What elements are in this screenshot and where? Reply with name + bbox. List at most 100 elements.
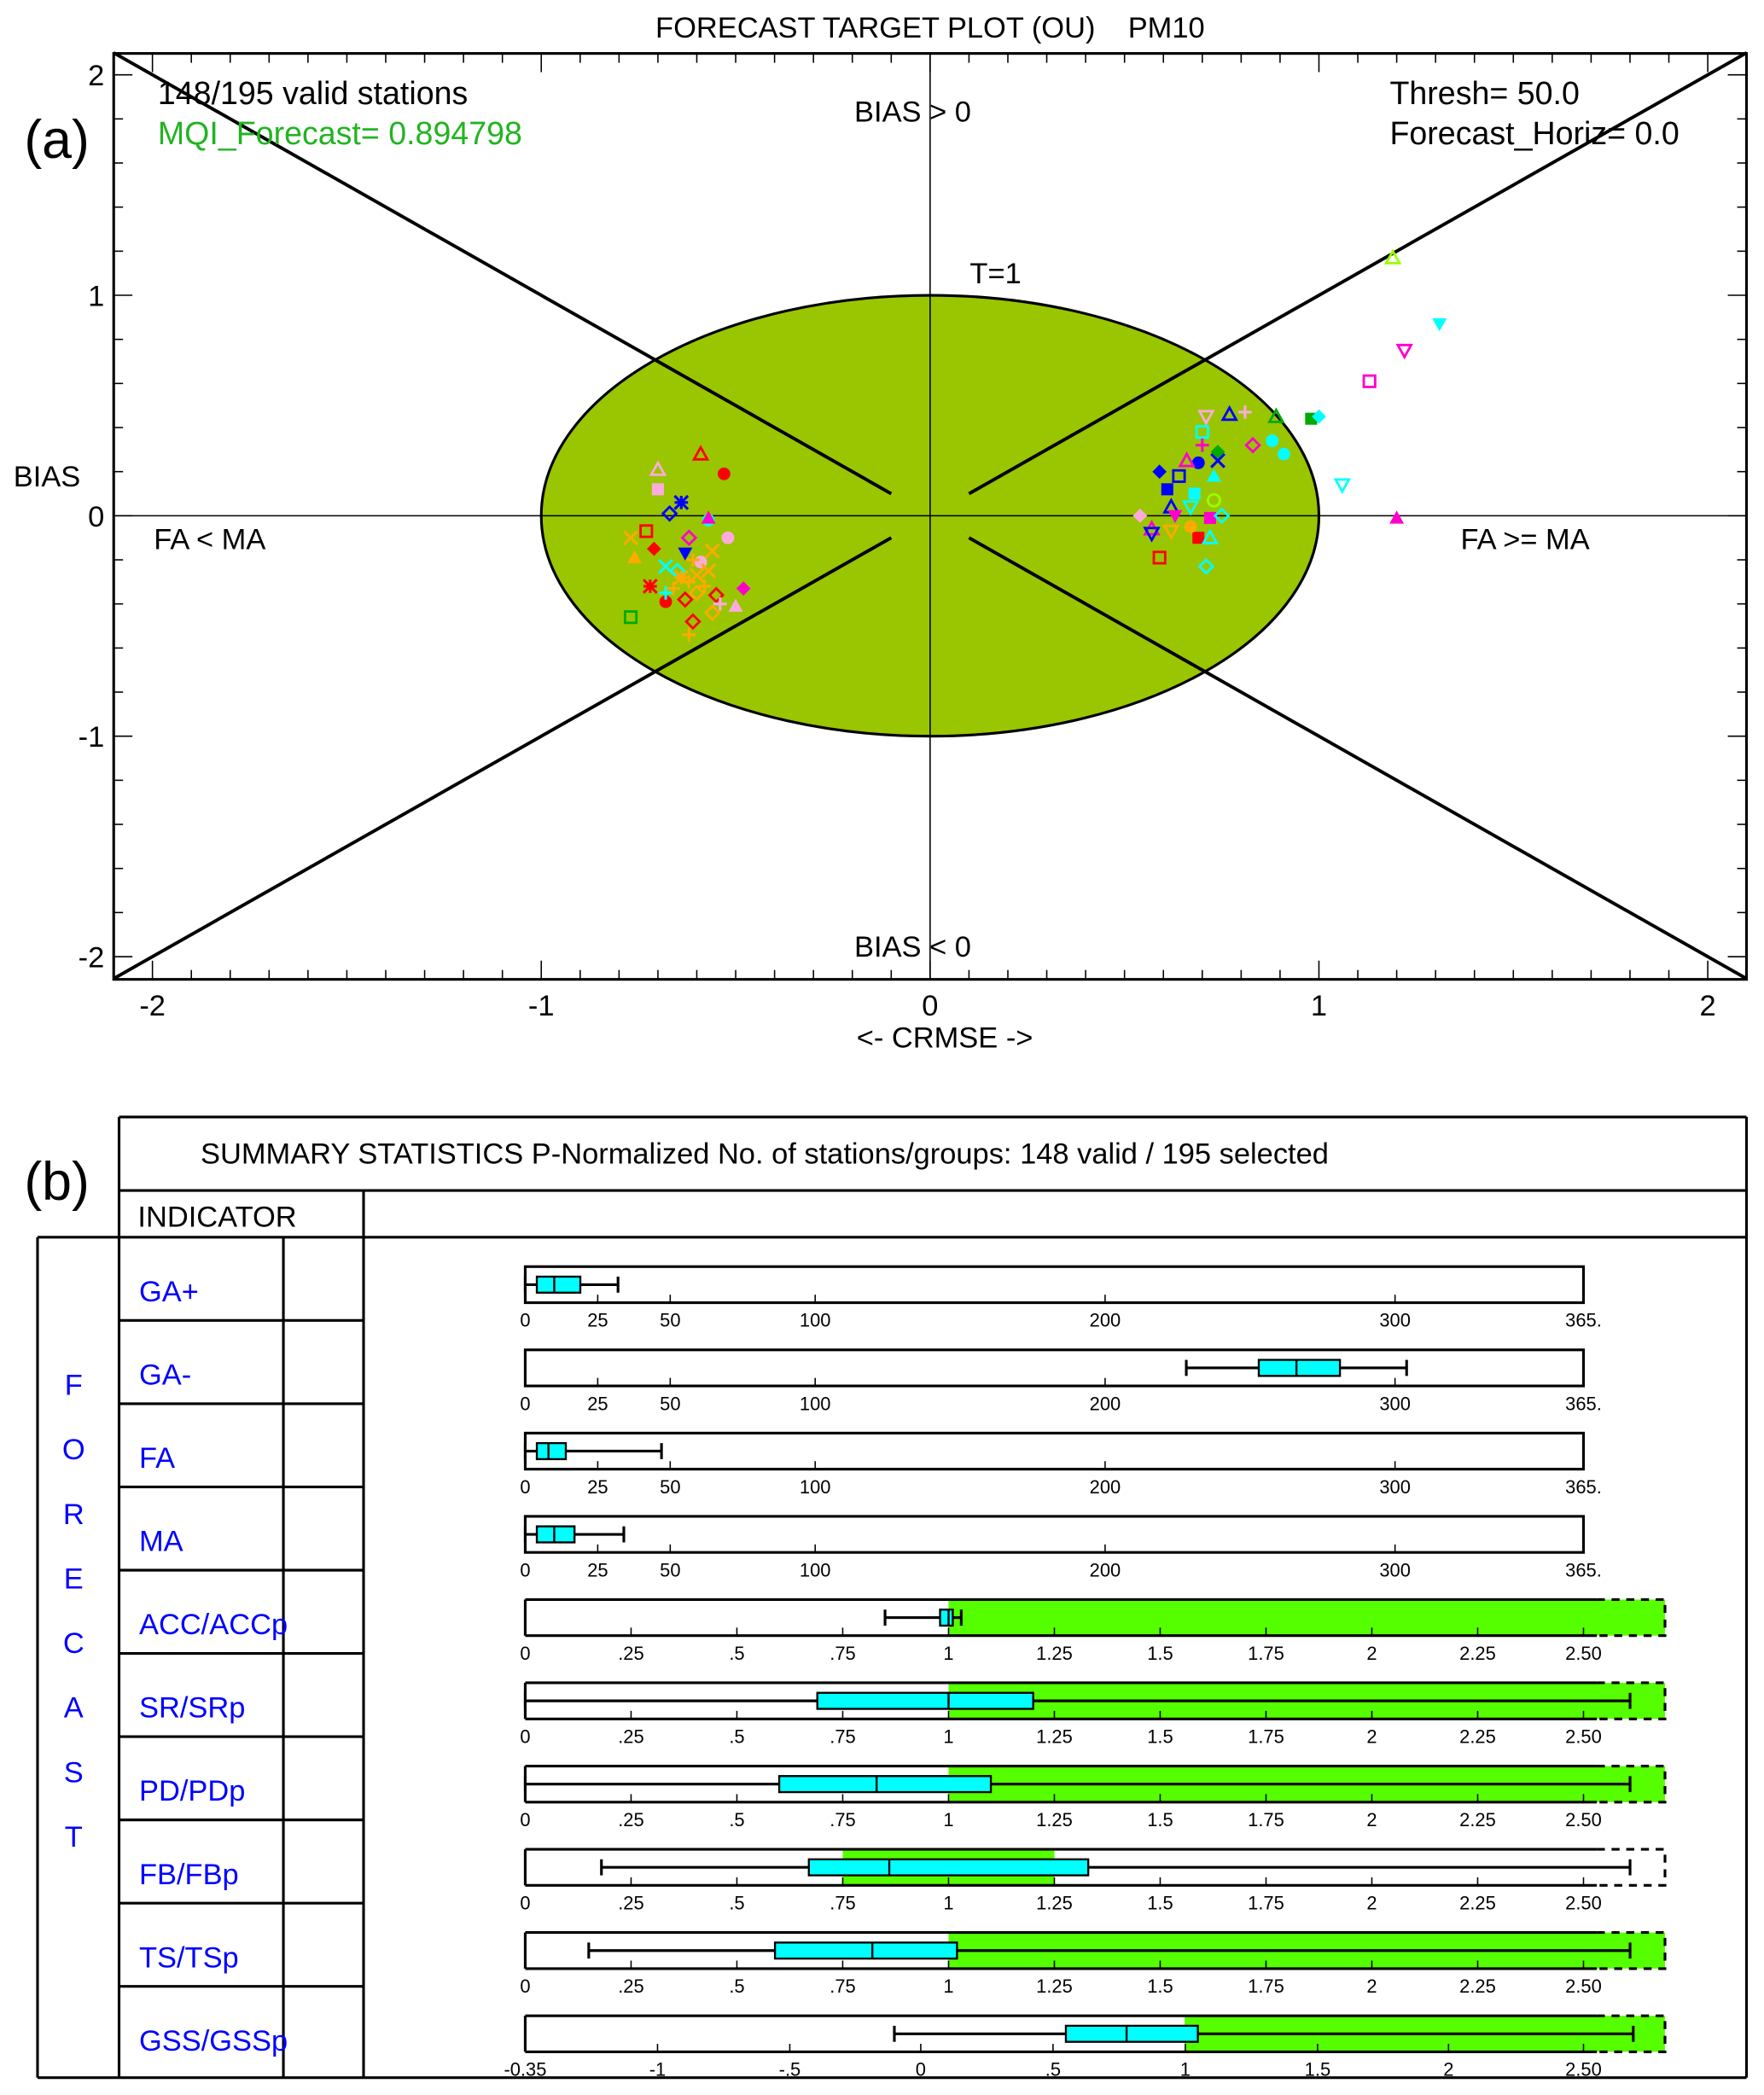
indicator-row: MA 0 25 50 100 200 300 365. (139, 1515, 1602, 1580)
indicator-label: TS/TSp (139, 1941, 239, 1974)
axis-tick-label: .5 (1045, 2059, 1061, 2080)
indicator-row: FA 0 25 50 100 200 300 365. (139, 1431, 1602, 1498)
scale-box (523, 1597, 1598, 1638)
axis-tick-label: 0 (520, 1559, 530, 1580)
axis-tick-label: 2.50 (1565, 1643, 1602, 1664)
data-point (1389, 510, 1405, 524)
axis-tick-label: 365. (1565, 1393, 1602, 1414)
summary-title: SUMMARY STATISTICS P-Normalized No. of s… (201, 1138, 1329, 1171)
axis-tick-label: 1 (943, 1893, 953, 1914)
data-point (701, 510, 716, 524)
fa-lt-ma-label: FA < MA (154, 523, 265, 556)
y-tick-label: 0 (88, 501, 104, 533)
axis-tick-label: 1 (943, 1643, 953, 1664)
axis-tick-label: 1 (943, 1725, 953, 1747)
forecast-horizon-text: Forecast_Horiz= 0.0 (1389, 115, 1679, 151)
axis-tick-label: .75 (830, 1725, 855, 1747)
axis-tick-label: .25 (618, 1893, 643, 1914)
indicator-row: PD/PDp 0 .25 .5 .75 1 1.25 1.5 1.75 2 2.25 2.50 (139, 1764, 1667, 1830)
table-rows: GA+0 25 50 100 200 300 365.GA-0 25 50 100 200 300 36… (139, 1265, 1667, 2080)
interquartile-box (535, 1525, 576, 1544)
indicator-row: FB/FBp 0 .25 .5 .75 1 1.25 1.5 1.75 2 2.25 2.50 (139, 1848, 1667, 1914)
axis-tick-label: 2.25 (1459, 1976, 1496, 1997)
data-point (688, 584, 706, 602)
indicator-row: TS/TSp 0 .25 .5 .75 1 1.25 1.5 1.75 2 2.25 2.50 (139, 1931, 1667, 1997)
data-point (1207, 492, 1221, 508)
scale-box (523, 2014, 1598, 2053)
axis-tick-label: .25 (618, 1643, 643, 1664)
axis-tick-label: -.5 (779, 2059, 801, 2080)
scale-box (523, 1848, 1598, 1887)
axis-tick-label: 1.5 (1305, 2059, 1330, 2080)
scale-box (523, 1265, 1586, 1305)
scale-box-overflow (1597, 1931, 1667, 1970)
x-tick-label: 0 (922, 990, 938, 1022)
data-point (680, 529, 698, 547)
axis-tick-label: 2.50 (1565, 1893, 1602, 1914)
indicator-row: ACC/ACCp 0 .25 .5 .75 1 1.25 1.5 1.75 2 2.25 2.50 (139, 1597, 1667, 1664)
data-point (639, 524, 654, 538)
data-point (704, 543, 720, 559)
panel-label-b: (b) (24, 1152, 90, 1212)
data-point (1162, 524, 1180, 541)
interquartile-box (807, 1858, 1090, 1877)
data-point (1210, 445, 1225, 459)
data-point (1197, 557, 1215, 575)
axis-tick-label: 300 (1379, 1476, 1411, 1498)
axis-tick-label: 2.50 (1565, 1809, 1602, 1830)
indicator-row: GA+ 0 25 50 100 200 300 365. (139, 1265, 1602, 1331)
data-point (1152, 550, 1167, 565)
axis-tick-label: 2 (1366, 1643, 1377, 1664)
axis-tick-label: 0 (520, 1725, 530, 1747)
axis-tick-label: 365. (1565, 1559, 1602, 1580)
data-point (1278, 447, 1290, 461)
data-point (1244, 436, 1261, 454)
axis-tick-label: 300 (1379, 1310, 1411, 1331)
data-point (1266, 434, 1279, 447)
x-axis-label: <- CRMSE -> (857, 1022, 1033, 1055)
axis-tick-label: 1.75 (1248, 1725, 1284, 1747)
axis-tick-label: 1.5 (1147, 1809, 1173, 1830)
x-tick-label: -2 (139, 990, 166, 1022)
axis-tick-label: 1 (943, 1976, 953, 1997)
axis-tick-label: 2.50 (1565, 2059, 1602, 2080)
data-point (1432, 317, 1447, 332)
scale-box (523, 1348, 1586, 1388)
data-point (713, 596, 727, 611)
indicator-row: SR/SRp 0 .25 .5 .75 1 1.25 1.5 1.75 2 2.25 2.50 (139, 1681, 1667, 1747)
data-point (1203, 511, 1216, 524)
target-label: T=1 (969, 258, 1021, 290)
axis-tick-label: 300 (1379, 1393, 1411, 1414)
data-point (642, 579, 658, 594)
data-point (1206, 468, 1221, 482)
data-point (1172, 468, 1186, 483)
axis-tick-label: 2.50 (1565, 1976, 1602, 1997)
axis-tick-label: 1.75 (1248, 1893, 1284, 1914)
data-point (721, 531, 735, 544)
interquartile-box (939, 1609, 954, 1627)
axis-tick-label: 200 (1090, 1476, 1121, 1498)
mqi-forecast-text: MQI_Forecast= 0.894798 (158, 115, 522, 151)
data-point (1362, 374, 1377, 388)
data-point (1312, 409, 1326, 424)
indicator-label: GA+ (139, 1276, 199, 1308)
data-point (1197, 410, 1215, 426)
axis-tick-label: 1.25 (1036, 1643, 1073, 1664)
axis-tick-label: 100 (800, 1393, 831, 1414)
group-letter: E (64, 1563, 84, 1595)
axis-tick-label: 200 (1090, 1393, 1121, 1414)
bias-negative-label: BIAS < 0 (854, 931, 971, 963)
axis-tick-label: .75 (830, 1976, 855, 1997)
table-grid: FO RECAST (36, 1115, 1749, 2080)
indicator-row: GA- 0 25 50 100 200 300 365. (139, 1348, 1602, 1414)
scale-box (523, 1515, 1586, 1554)
x-tick-label: 2 (1700, 990, 1716, 1022)
scale-box-overflow (1597, 1597, 1667, 1638)
data-point (651, 483, 664, 496)
indicator-row: GSS/GSSp -0.35 -1 -.5 0 .5 1 1.5 2 2.50 (139, 2014, 1667, 2080)
axis-tick-label: .25 (618, 1725, 643, 1747)
y-tick-label: 1 (88, 281, 104, 313)
axis-tick-label: 0 (520, 1893, 530, 1914)
data-point (1220, 404, 1238, 422)
summary-statistics-table: (b) SUMMARY STATISTICS P-Normalized No. … (24, 1115, 1749, 2080)
